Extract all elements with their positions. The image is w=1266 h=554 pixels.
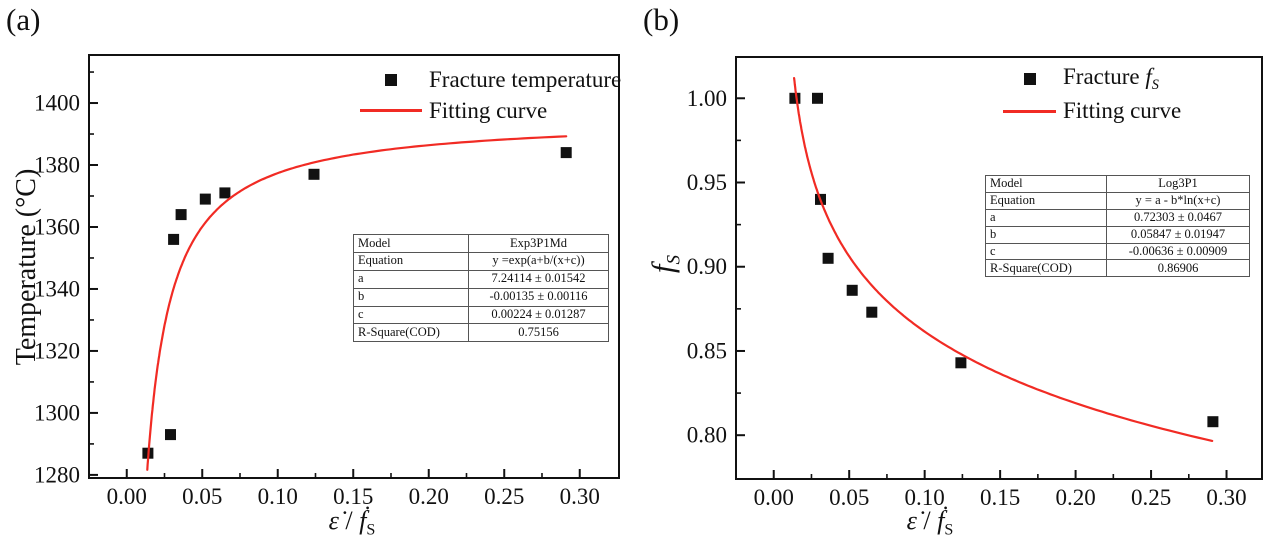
legend-row-fracture-temperature: Fracture temperature — [360, 64, 621, 95]
legend-label-fitting-curve-b: Fitting curve — [1063, 98, 1182, 123]
svg-text:0.00: 0.00 — [754, 485, 794, 510]
fit-table-row: Model Log3P1 — [985, 175, 1250, 193]
legend-label-fitting-curve-a: Fitting curve — [429, 97, 548, 123]
svg-text:0.25: 0.25 — [1131, 485, 1171, 510]
svg-text:0.20: 0.20 — [409, 484, 449, 509]
fit-table-row: R-Square(COD) 0.75156 — [353, 323, 609, 343]
scatter-marker-icon — [1003, 73, 1056, 85]
svg-text:0.15: 0.15 — [333, 484, 373, 509]
svg-text:0.05: 0.05 — [182, 484, 222, 509]
legend-label-fracture-temperature: Fracture temperature — [429, 66, 622, 92]
chart-b-plot-area: 0.00 0.05 0.10 0.15 0.20 0.25 0.30 0.80 0.85 0.90… — [687, 56, 1263, 510]
svg-text:0.15: 0.15 — [980, 485, 1020, 510]
fit-table-row: Model Exp3P1Md — [353, 234, 609, 253]
svg-text:1400: 1400 — [34, 91, 80, 116]
fit-table-a: Model Exp3P1Md Equation y =exp(a+b/(x+c)) a 7… — [353, 234, 609, 343]
svg-text:1340: 1340 — [34, 276, 80, 301]
fit-table-row: b 0.05847 ± 0.01947 — [985, 225, 1250, 244]
svg-text:0.25: 0.25 — [484, 484, 524, 509]
x-axis-label-b: ε̇ / ḟS — [906, 506, 954, 539]
fit-table-row: Equation y =exp(a+b/(x+c)) — [353, 251, 609, 271]
legend-row-fitting-curve-a: Fitting curve — [360, 95, 621, 126]
svg-text:0.00: 0.00 — [107, 484, 147, 509]
svg-text:0.10: 0.10 — [905, 485, 945, 510]
svg-text:1360: 1360 — [34, 214, 80, 239]
svg-text:0.30: 0.30 — [560, 484, 600, 509]
fit-table-row: a 7.24114 ± 0.01542 — [353, 269, 609, 289]
svg-text:1380: 1380 — [34, 153, 80, 178]
legend-a: Fracture temperature Fitting curve — [360, 64, 621, 126]
legend-row-fitting-curve-b: Fitting curve — [1003, 95, 1181, 127]
legend-row-fracture-fs: Fracture fS — [1003, 63, 1181, 95]
y-axis-label-a: Temperature (°C) — [11, 168, 42, 366]
svg-text:0.05: 0.05 — [829, 485, 869, 510]
fit-table-row: R-Square(COD) 0.86906 — [985, 259, 1250, 278]
svg-text:0.10: 0.10 — [258, 484, 298, 509]
fit-table-row: c -0.00636 ± 0.00909 — [985, 242, 1250, 261]
scatter-marker-icon — [360, 73, 422, 86]
legend-label-fracture-fs: Fracture fS — [1063, 64, 1159, 93]
panel-label-b: (b) — [643, 2, 680, 37]
svg-text:0.20: 0.20 — [1055, 485, 1095, 510]
fit-table-row: Equation y = a - b*ln(x+c) — [985, 191, 1250, 210]
svg-text:0.90: 0.90 — [687, 254, 727, 279]
svg-text:1280: 1280 — [34, 462, 80, 487]
x-axis-label-a: ε̇ / ḟS — [328, 506, 376, 539]
y-axis-label-b: fS — [645, 254, 685, 274]
line-marker-icon — [360, 109, 422, 112]
fit-table-row: a 0.72303 ± 0.0467 — [985, 208, 1250, 227]
svg-text:1.00: 1.00 — [687, 86, 727, 111]
svg-text:0.95: 0.95 — [687, 170, 727, 195]
fit-table-b: Model Log3P1 Equation y = a - b*ln(x+c) a 0.7… — [985, 175, 1250, 278]
svg-text:1300: 1300 — [34, 400, 80, 425]
chart-a-plot-area: 0.00 0.05 0.10 0.15 0.20 0.25 0.30 1280 1300 1320… — [34, 54, 620, 509]
panel-label-a: (a) — [6, 2, 41, 37]
legend-b: Fracture fS Fitting curve — [1003, 63, 1181, 127]
fit-table-row: c 0.00224 ± 0.01287 — [353, 305, 609, 325]
fit-table-row: b -0.00135 ± 0.00116 — [353, 287, 609, 307]
svg-text:0.30: 0.30 — [1206, 485, 1246, 510]
line-marker-icon — [1003, 109, 1056, 113]
svg-text:1320: 1320 — [34, 338, 80, 363]
svg-text:0.85: 0.85 — [687, 338, 727, 363]
svg-text:0.80: 0.80 — [687, 423, 727, 448]
